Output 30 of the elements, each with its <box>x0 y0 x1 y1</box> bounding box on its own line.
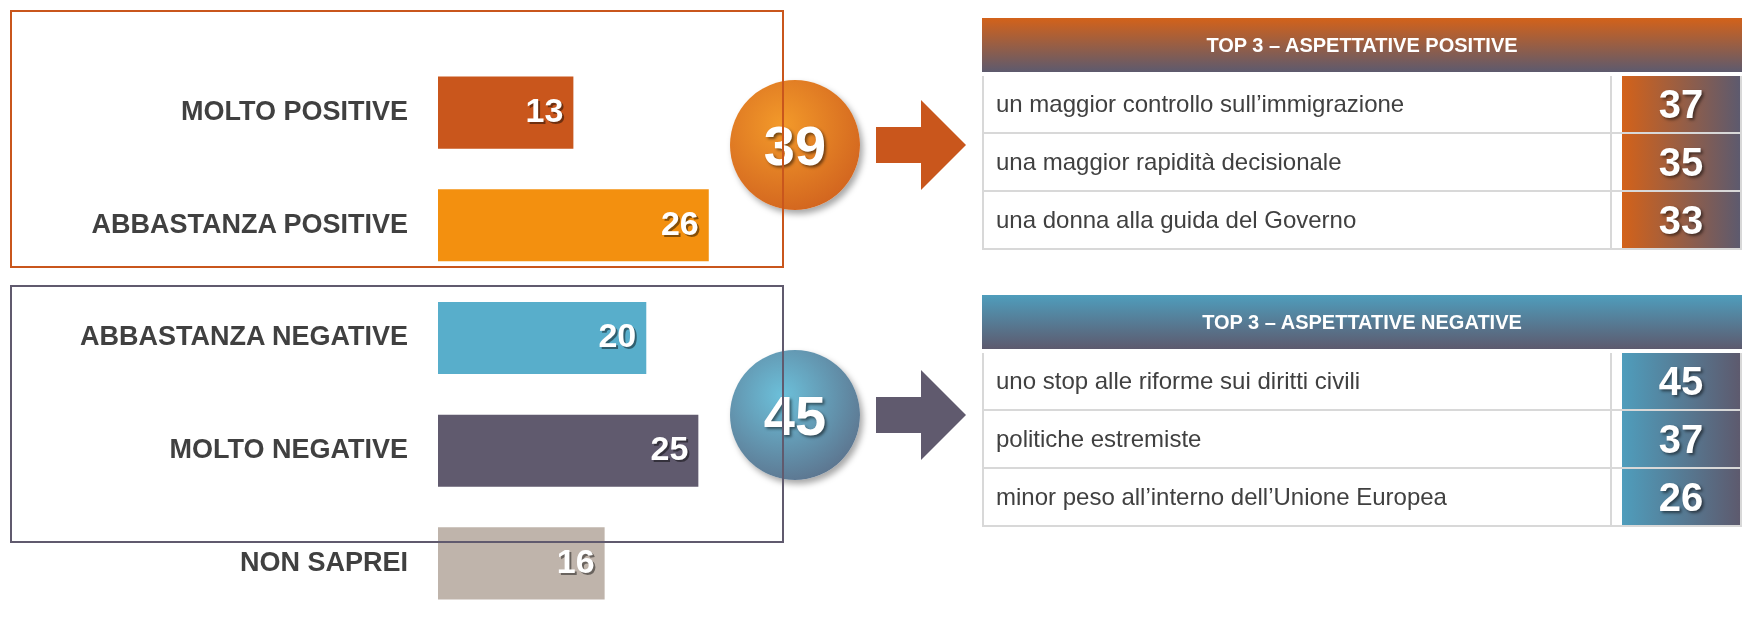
data-label: 13 <box>527 92 566 131</box>
data-label: 25 <box>652 431 691 470</box>
data-label: 16 <box>556 541 595 580</box>
text: TOP 3 – ASPETTATIVE NEGATIVE <box>982 295 1742 349</box>
y-tick-label: ABBASTANZA NEGATIVE <box>80 321 408 352</box>
bar <box>438 527 605 600</box>
bar <box>438 414 699 487</box>
category-label: una maggior rapidità decisionale <box>984 134 1612 190</box>
y-tick-label: NON SAPREI <box>239 546 408 577</box>
data-label: 20 <box>600 318 639 357</box>
bar <box>438 301 647 375</box>
category-label: politiche estremiste <box>984 411 1612 467</box>
data-label: 45 <box>1622 353 1740 409</box>
text: 39 <box>730 80 860 210</box>
category-label: una donna alla guida del Governo <box>984 192 1612 248</box>
data-label: 33 <box>1622 192 1740 248</box>
data-label: 37 <box>1622 411 1740 467</box>
data-label: 26 <box>662 205 701 244</box>
data-label: 35 <box>1622 134 1740 190</box>
y-tick-label: MOLTO POSITIVE <box>180 96 408 127</box>
category-label: un maggior controllo sull’immigrazione <box>984 76 1612 132</box>
y-tick-label: MOLTO NEGATIVE <box>169 434 408 465</box>
bar <box>438 189 709 262</box>
bar <box>438 76 574 149</box>
data-label: 37 <box>1622 76 1740 132</box>
y-tick-label: ABBASTANZA POSITIVE <box>91 208 408 239</box>
category-label: minor peso all’interno dell’Unione Europea <box>984 469 1612 525</box>
data-label: 26 <box>1622 469 1740 525</box>
text: TOP 3 – ASPETTATIVE POSITIVE <box>982 18 1742 72</box>
category-label: uno stop alle riforme sui diritti civili <box>984 353 1612 409</box>
